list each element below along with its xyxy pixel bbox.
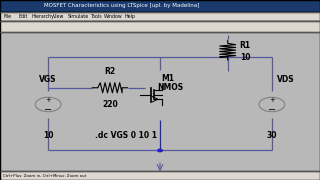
- Circle shape: [158, 149, 162, 152]
- FancyBboxPatch shape: [0, 0, 320, 12]
- Text: R2: R2: [104, 67, 116, 76]
- Text: Ctrl+Plus: Zoom in, Ctrl+Minus: Zoom out: Ctrl+Plus: Zoom in, Ctrl+Minus: Zoom out: [3, 174, 86, 178]
- Text: −: −: [44, 105, 52, 115]
- Text: Tools: Tools: [91, 14, 103, 19]
- Text: Hierarchy: Hierarchy: [31, 14, 54, 19]
- Text: 220: 220: [102, 100, 118, 109]
- Text: VDS: VDS: [276, 75, 294, 84]
- Text: VGS: VGS: [39, 75, 57, 84]
- Text: −: −: [268, 105, 276, 115]
- Text: 10: 10: [240, 53, 251, 62]
- Text: R1: R1: [240, 41, 251, 50]
- Text: View: View: [53, 14, 64, 19]
- FancyBboxPatch shape: [0, 12, 320, 21]
- Text: 10: 10: [43, 131, 53, 140]
- FancyBboxPatch shape: [0, 171, 320, 180]
- Text: Edit: Edit: [18, 14, 28, 19]
- Text: MOSFET Characteristics using LTSpice [upl. by Madelina]: MOSFET Characteristics using LTSpice [up…: [44, 3, 199, 8]
- Text: Simulate: Simulate: [68, 14, 89, 19]
- Text: NMOS: NMOS: [157, 83, 184, 92]
- Text: M1: M1: [162, 73, 174, 82]
- Text: Window: Window: [104, 14, 123, 19]
- Text: 30: 30: [267, 131, 277, 140]
- Text: +: +: [269, 97, 275, 103]
- Text: File: File: [4, 14, 12, 19]
- Text: Help: Help: [124, 14, 135, 19]
- Text: .dc VGS 0 10 1: .dc VGS 0 10 1: [95, 131, 157, 140]
- Text: +: +: [45, 97, 51, 103]
- FancyBboxPatch shape: [0, 21, 320, 32]
